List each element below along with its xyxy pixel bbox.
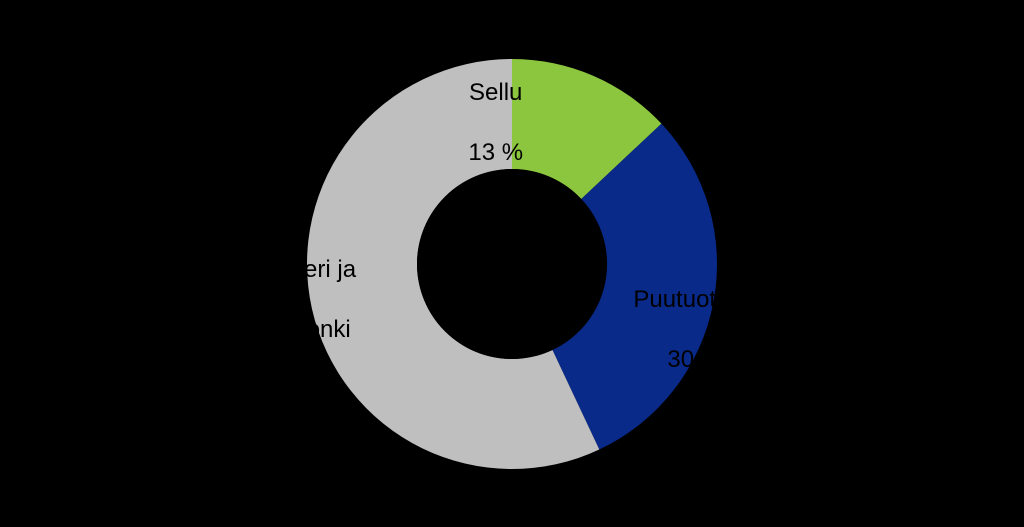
slice-label-text: Sellu [469, 79, 522, 106]
slice-label-paperi-kartonki: Paperi ja kartonki 57 % [248, 225, 356, 405]
slice-label-puutuotteet: Puutuotteet 30 % [620, 255, 756, 375]
donut-hole [417, 169, 607, 359]
slice-label-text2: kartonki [267, 316, 351, 343]
slice-label-sellu: Sellu 13 % [455, 48, 523, 168]
slice-label-percent: 30 % [667, 346, 722, 373]
slice-label-text: Puutuotteet [633, 286, 756, 313]
slice-label-percent: 57 % [281, 376, 336, 403]
slice-label-text: Paperi ja [261, 256, 356, 283]
slice-label-percent: 13 % [468, 139, 523, 166]
